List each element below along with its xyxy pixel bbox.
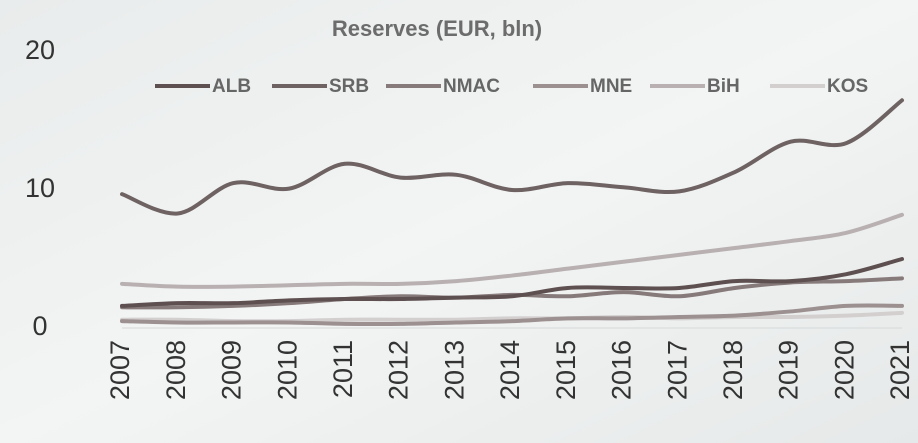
x-tick-label: 2016 — [607, 340, 637, 400]
legend-label: BiH — [707, 76, 740, 97]
series-line — [120, 303, 904, 327]
series-line — [120, 98, 904, 216]
x-tick-label: 2012 — [384, 340, 414, 400]
series-line — [120, 257, 904, 308]
x-tick-label: 2008 — [161, 340, 191, 400]
series-line — [120, 212, 904, 289]
x-tick-label: 2021 — [885, 340, 915, 400]
legend-label: ALB — [212, 76, 251, 97]
legend-label: KOS — [827, 76, 868, 97]
x-tick-label: 2013 — [439, 340, 469, 400]
x-tick-label: 2011 — [328, 340, 358, 398]
x-tick-label: 2019 — [774, 340, 804, 400]
x-tick-label: 2017 — [662, 340, 692, 400]
x-tick-label: 2014 — [495, 340, 525, 400]
x-tick-label: 2015 — [551, 340, 581, 400]
legend-label: NMAC — [443, 76, 500, 97]
x-tick-label: 2007 — [105, 340, 135, 400]
y-tick-label: 10 — [25, 173, 55, 203]
x-tick-label: 2010 — [272, 340, 302, 400]
x-tick-label: 2018 — [718, 340, 748, 400]
legend-label: SRB — [329, 76, 369, 97]
x-tick-label: 2009 — [217, 340, 247, 400]
y-tick-label: 0 — [32, 311, 47, 341]
x-tick-label: 2020 — [829, 340, 859, 400]
chart-title: Reserves (EUR, bln) — [332, 16, 542, 41]
y-tick-label: 20 — [25, 35, 55, 65]
legend-label: MNE — [590, 76, 632, 97]
